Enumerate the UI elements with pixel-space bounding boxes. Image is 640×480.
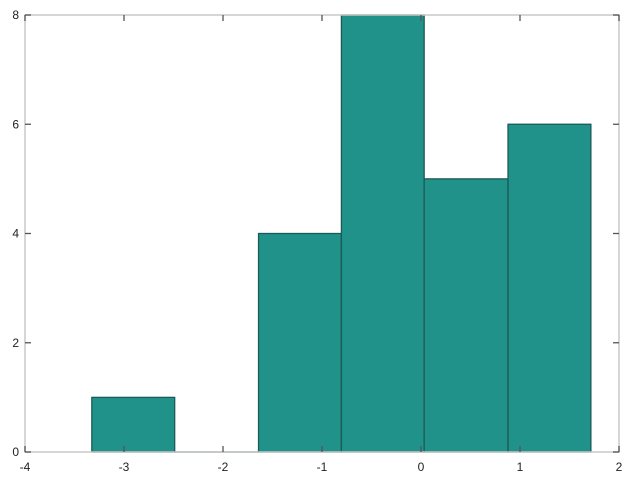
x-tick-label: -2 — [218, 460, 229, 474]
x-tick-label: 0 — [418, 460, 425, 474]
histogram-bar — [507, 123, 592, 453]
tick-labels-group: -4 -3 -2 -1 0 1 2 0 2 4 6 8 — [12, 8, 622, 474]
y-tick-label: 2 — [12, 336, 19, 350]
x-tick-label: 1 — [517, 460, 524, 474]
x-tick-label: -3 — [119, 460, 130, 474]
y-tick-label: 4 — [12, 227, 19, 241]
x-tick-label: -1 — [317, 460, 328, 474]
x-tick-label: -4 — [20, 460, 31, 474]
y-tick-label: 6 — [12, 117, 19, 131]
ticks-group — [24, 14, 620, 453]
histogram-bar — [91, 396, 176, 453]
y-tick-label: 0 — [12, 445, 19, 459]
bars-group — [91, 14, 592, 453]
y-tick-label: 8 — [12, 8, 19, 22]
histogram-bar — [423, 178, 509, 453]
x-tick-label: 2 — [616, 460, 623, 474]
histogram-bar — [257, 232, 343, 453]
histogram-bar — [340, 14, 425, 453]
